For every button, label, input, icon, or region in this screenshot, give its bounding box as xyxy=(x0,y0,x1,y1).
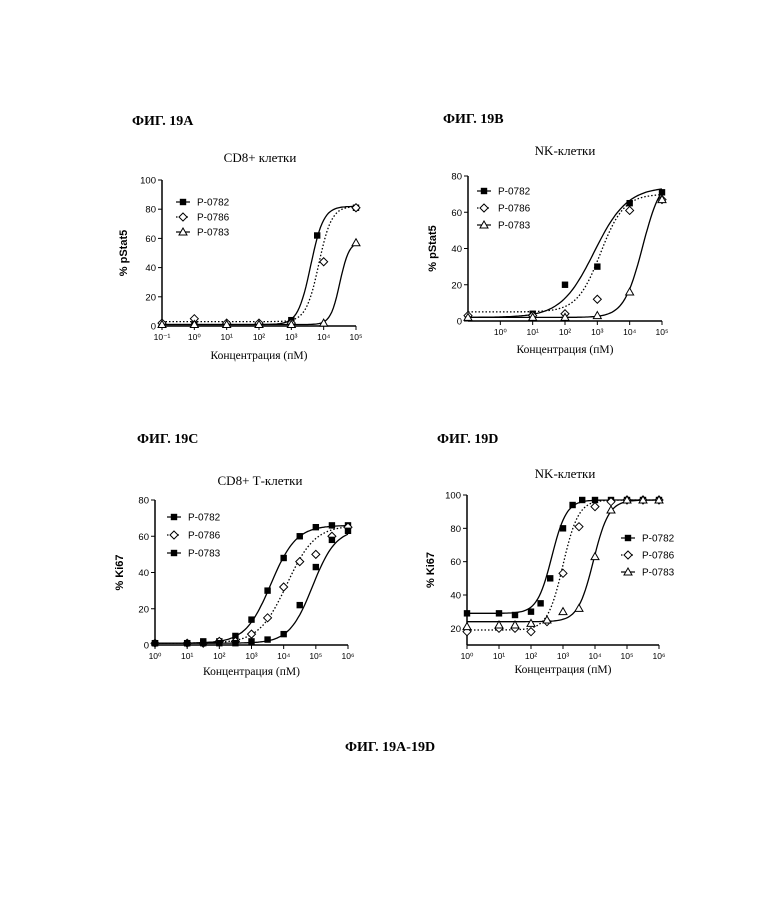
legend-label: P-0786 xyxy=(642,551,675,562)
data-point-P-0783 xyxy=(607,506,615,513)
data-point-P-0782 xyxy=(537,600,543,606)
x-tick-label: 10² xyxy=(525,651,537,661)
data-point-P-0782 xyxy=(579,497,585,503)
legend-marker xyxy=(625,535,631,541)
data-point-P-0786 xyxy=(527,628,535,636)
x-tick-label: 10⁵ xyxy=(621,651,634,661)
y-axis-label: % Ki67 xyxy=(425,552,437,588)
legend-label: P-0783 xyxy=(642,568,675,579)
x-tick-label: 10⁰ xyxy=(461,651,474,661)
data-point-P-0786 xyxy=(575,523,583,531)
data-point-P-0782 xyxy=(496,610,502,616)
x-tick-label: 10⁴ xyxy=(588,651,601,661)
data-point-P-0782 xyxy=(528,608,534,614)
x-tick-label: 10¹ xyxy=(493,651,505,661)
data-point-P-0782 xyxy=(547,575,553,581)
data-point-P-0782 xyxy=(464,610,470,616)
data-point-P-0782 xyxy=(512,612,518,618)
y-tick-label: 20 xyxy=(450,624,461,635)
data-point-P-0783 xyxy=(543,616,551,623)
data-point-P-0782 xyxy=(569,502,575,508)
data-point-P-0783 xyxy=(527,619,535,626)
figure-caption: ФИГ. 19А-19D xyxy=(0,740,780,756)
legend-marker xyxy=(624,551,632,559)
x-tick-label: 10⁶ xyxy=(653,651,666,661)
data-point-P-0783 xyxy=(591,553,599,560)
series-curve-P-0783 xyxy=(467,500,659,622)
x-tick-label: 10³ xyxy=(557,651,569,661)
y-tick-label: 80 xyxy=(450,524,461,535)
data-point-P-0783 xyxy=(463,623,471,630)
data-point-P-0782 xyxy=(560,525,566,531)
x-axis-label: Концентрация (пМ) xyxy=(515,664,612,676)
data-point-P-0783 xyxy=(559,608,567,615)
data-point-P-0783 xyxy=(575,604,583,611)
legend-label: P-0782 xyxy=(642,534,675,545)
data-point-P-0786 xyxy=(591,503,599,511)
y-tick-label: 40 xyxy=(450,591,461,602)
y-tick-label: 100 xyxy=(445,491,461,502)
y-tick-label: 60 xyxy=(450,557,461,568)
